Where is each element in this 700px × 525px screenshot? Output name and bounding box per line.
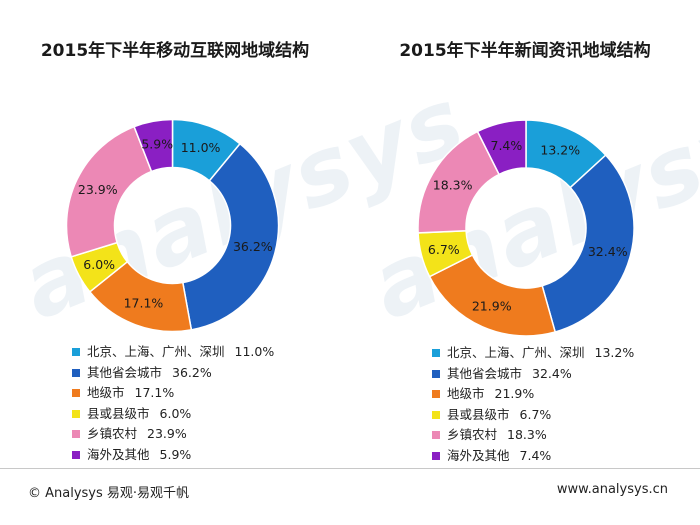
legend-item-prefecture: 地级市 21.9% bbox=[432, 384, 634, 405]
legend-swatch bbox=[432, 451, 440, 460]
legend-value: 6.7% bbox=[519, 406, 552, 422]
legend-item-county: 县或县级市 6.7% bbox=[432, 405, 634, 426]
legend-swatch bbox=[72, 430, 80, 439]
data-label-tier1: 13.2% bbox=[540, 143, 580, 158]
legend-label: 其他省会城市 bbox=[447, 365, 523, 381]
data-label-rural: 23.9% bbox=[78, 182, 118, 197]
legend-value: 5.9% bbox=[159, 446, 192, 462]
legend-value: 18.3% bbox=[507, 427, 547, 442]
legend-item-tier1: 北京、上海、广州、深圳 11.0% bbox=[72, 342, 274, 363]
data-label-county: 6.0% bbox=[83, 257, 115, 272]
chart-title-news: 2015年下半年新闻资讯地域结构 bbox=[399, 41, 651, 61]
legend-news: 北京、上海、广州、深圳 13.2% 其他省会城市 32.4% 地级市 21.9% 县或县级市… bbox=[432, 343, 634, 466]
legend-item-tier1: 北京、上海、广州、深圳 13.2% bbox=[432, 343, 634, 364]
legend-swatch bbox=[72, 348, 80, 357]
data-label-rural: 18.3% bbox=[433, 178, 473, 193]
legend-swatch bbox=[432, 369, 440, 378]
chart-title-mobile-internet: 2015年下半年移动互联网地域结构 bbox=[40, 41, 310, 61]
slice-provincial-capital bbox=[181, 142, 280, 331]
legend-swatch bbox=[72, 450, 80, 459]
legend-item-prefecture: 地级市 17.1% bbox=[72, 383, 274, 404]
legend-label: 乡镇农村 bbox=[447, 427, 498, 442]
data-label-provincial-capital: 32.4% bbox=[588, 244, 628, 259]
slice-overseas bbox=[133, 118, 174, 173]
legend-label: 北京、上海、广州、深圳 bbox=[87, 344, 225, 359]
legend-item-provincial-capital: 其他省会城市 32.4% bbox=[432, 364, 634, 385]
footer-divider bbox=[0, 468, 700, 469]
legend-value: 7.4% bbox=[519, 447, 552, 463]
legend-swatch bbox=[432, 349, 440, 358]
legend-swatch bbox=[72, 368, 80, 377]
legend-value: 36.2% bbox=[172, 364, 212, 380]
legend-value: 23.9% bbox=[147, 426, 187, 441]
legend-label: 其他省会城市 bbox=[87, 364, 163, 380]
legend-label: 北京、上海、广州、深圳 bbox=[447, 345, 585, 360]
legend-label: 县或县级市 bbox=[447, 406, 510, 422]
legend-label: 海外及其他 bbox=[447, 447, 510, 463]
data-label-overseas: 7.4% bbox=[491, 138, 523, 153]
slice-provincial-capital bbox=[541, 154, 635, 333]
legend-swatch bbox=[432, 410, 440, 419]
slice-prefecture bbox=[428, 254, 557, 337]
slice-overseas bbox=[476, 119, 527, 176]
legend-item-provincial-capital: 其他省会城市 36.2% bbox=[72, 363, 274, 384]
legend-swatch bbox=[432, 431, 440, 440]
legend-label: 海外及其他 bbox=[87, 446, 150, 462]
data-label-prefecture: 21.9% bbox=[472, 298, 512, 313]
legend-value: 13.2% bbox=[594, 345, 635, 360]
legend-label: 地级市 bbox=[447, 386, 485, 401]
legend-value: 17.1% bbox=[134, 385, 175, 400]
legend-item-county: 县或县级市 6.0% bbox=[72, 404, 274, 425]
data-label-overseas: 5.9% bbox=[141, 136, 173, 151]
legend-label: 乡镇农村 bbox=[87, 426, 138, 441]
data-label-provincial-capital: 36.2% bbox=[233, 239, 273, 254]
legend-label: 地级市 bbox=[87, 385, 125, 400]
legend-item-overseas: 海外及其他 7.4% bbox=[432, 446, 634, 467]
donut-chart-news: 13.2% 32.4% 21.9% 6.7% 18.3% 7.4% bbox=[417, 119, 635, 337]
legend-value: 11.0% bbox=[234, 344, 275, 359]
legend-item-rural: 乡镇农村 23.9% bbox=[72, 424, 274, 445]
legend-swatch bbox=[432, 390, 440, 399]
footer-url[interactable]: www.analysys.cn bbox=[556, 482, 668, 497]
legend-value: 32.4% bbox=[532, 365, 572, 381]
donut-chart-mobile-internet: 11.0% 36.2% 17.1% 6.0% 23.9% 5.9% bbox=[65, 118, 280, 333]
data-label-prefecture: 17.1% bbox=[124, 296, 164, 311]
legend-mobile-internet: 北京、上海、广州、深圳 11.0% 其他省会城市 36.2% 地级市 17.1% 县或县级市… bbox=[72, 342, 274, 465]
legend-swatch bbox=[72, 389, 80, 398]
legend-item-rural: 乡镇农村 18.3% bbox=[432, 425, 634, 446]
footer-copyright: © Analysys 易观·易观千帆 bbox=[28, 486, 190, 501]
slice-rural bbox=[65, 125, 153, 258]
legend-value: 6.0% bbox=[159, 405, 192, 421]
legend-value: 21.9% bbox=[494, 386, 535, 401]
legend-item-overseas: 海外及其他 5.9% bbox=[72, 445, 274, 466]
data-label-tier1: 11.0% bbox=[181, 140, 221, 155]
legend-swatch bbox=[72, 409, 80, 418]
data-label-county: 6.7% bbox=[428, 242, 460, 257]
legend-label: 县或县级市 bbox=[87, 405, 150, 421]
